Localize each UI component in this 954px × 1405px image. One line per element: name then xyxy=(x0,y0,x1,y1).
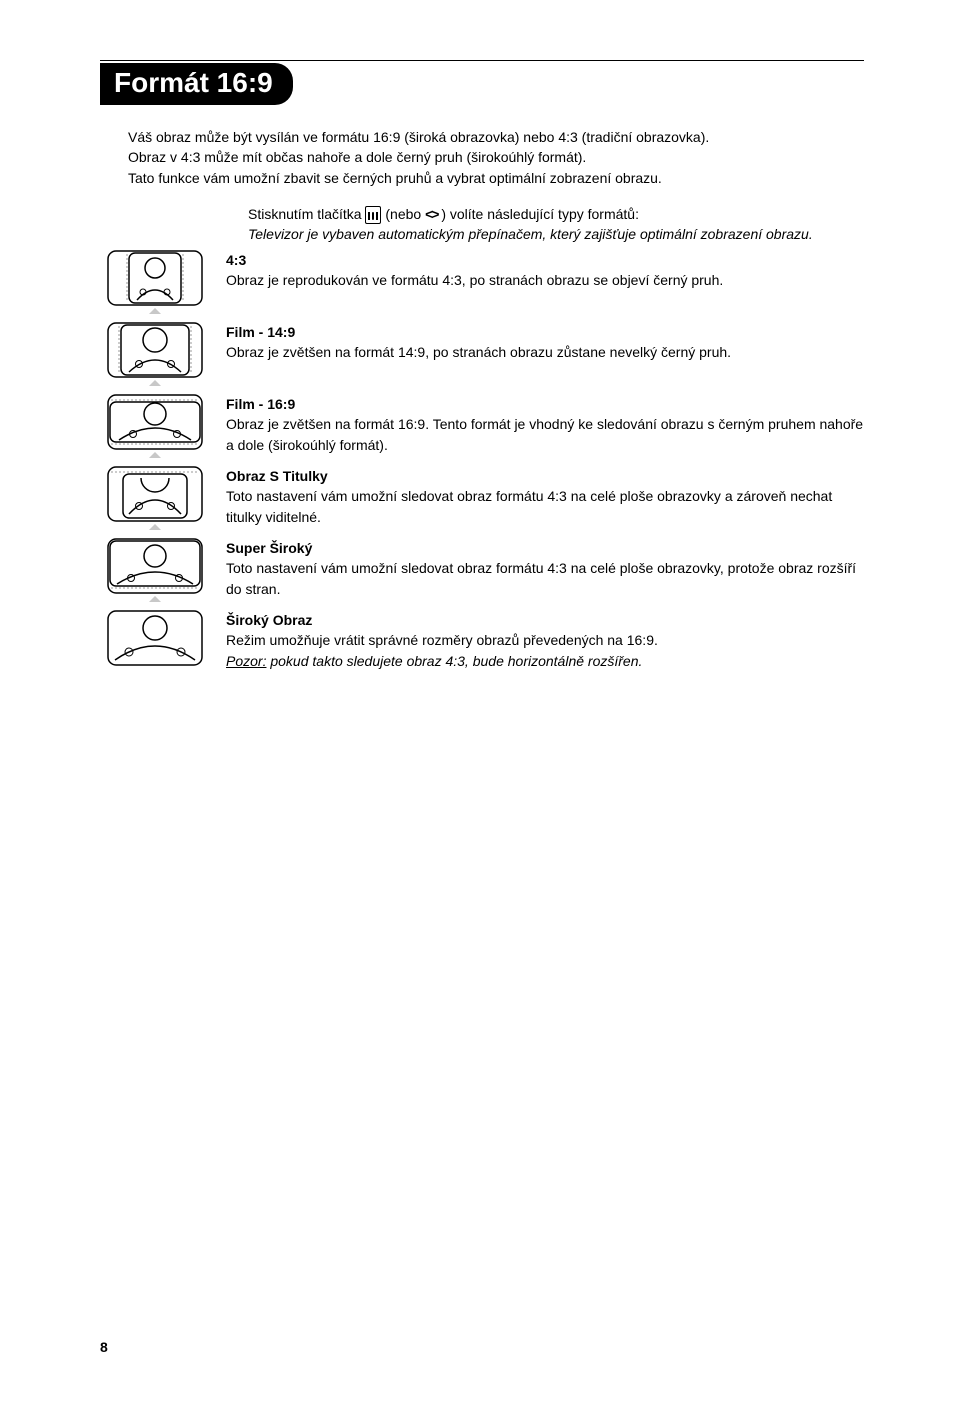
title-14-9: Film - 14:9 xyxy=(226,322,864,342)
note-rest: pokud takto sledujete obraz 4:3, bude ho… xyxy=(266,653,642,669)
intro-block: Váš obraz může být vysílán ve formátu 16… xyxy=(128,127,864,188)
press-subtext: Televizor je vybaven automatickým přepín… xyxy=(248,226,864,242)
format-icon-superwide xyxy=(100,538,210,604)
title-16-9: Film - 16:9 xyxy=(226,394,864,414)
section-banner: Formát 16:9 xyxy=(100,63,293,105)
format-button-icon xyxy=(365,206,381,224)
title-wide: Široký Obraz xyxy=(226,610,864,630)
page-number: 8 xyxy=(100,1339,108,1355)
title-superwide: Super Široký xyxy=(226,538,864,558)
format-icon-4-3 xyxy=(100,250,210,316)
title-4-3: 4:3 xyxy=(226,250,864,270)
note-wide: Pozor: pokud takto sledujete obraz 4:3, … xyxy=(226,651,864,671)
note-label: Pozor: xyxy=(226,653,266,669)
intro-line-3: Tato funkce vám umožní zbavit se černých… xyxy=(128,168,864,188)
title-subtitles: Obraz S Titulky xyxy=(226,466,864,486)
intro-line-1: Váš obraz může být vysílán ve formátu 16… xyxy=(128,127,864,147)
format-icon-subtitles xyxy=(100,466,210,532)
body-16-9: Obraz je zvětšen na formát 16:9. Tento f… xyxy=(226,414,864,455)
body-14-9: Obraz je zvětšen na formát 14:9, po stra… xyxy=(226,342,864,362)
format-icon-16-9 xyxy=(100,394,210,460)
press-post: ) volíte následující typy formátů: xyxy=(441,206,639,222)
format-icon-wide xyxy=(100,610,210,668)
body-superwide: Toto nastavení vám umožní sledovat obraz… xyxy=(226,558,864,599)
arrow-keys-icon: <> xyxy=(425,206,437,222)
body-wide: Režim umožňuje vrátit správné rozměry ob… xyxy=(226,630,864,650)
body-4-3: Obraz je reprodukován ve formátu 4:3, po… xyxy=(226,270,864,290)
press-instruction: Stisknutím tlačítka (nebo <> ) volíte ná… xyxy=(248,204,864,224)
press-mid: (nebo xyxy=(385,206,425,222)
intro-line-2: Obraz v 4:3 může mít občas nahoře a dole… xyxy=(128,147,864,167)
format-icon-14-9 xyxy=(100,322,210,388)
press-pre: Stisknutím tlačítka xyxy=(248,206,365,222)
body-subtitles: Toto nastavení vám umožní sledovat obraz… xyxy=(226,486,864,527)
